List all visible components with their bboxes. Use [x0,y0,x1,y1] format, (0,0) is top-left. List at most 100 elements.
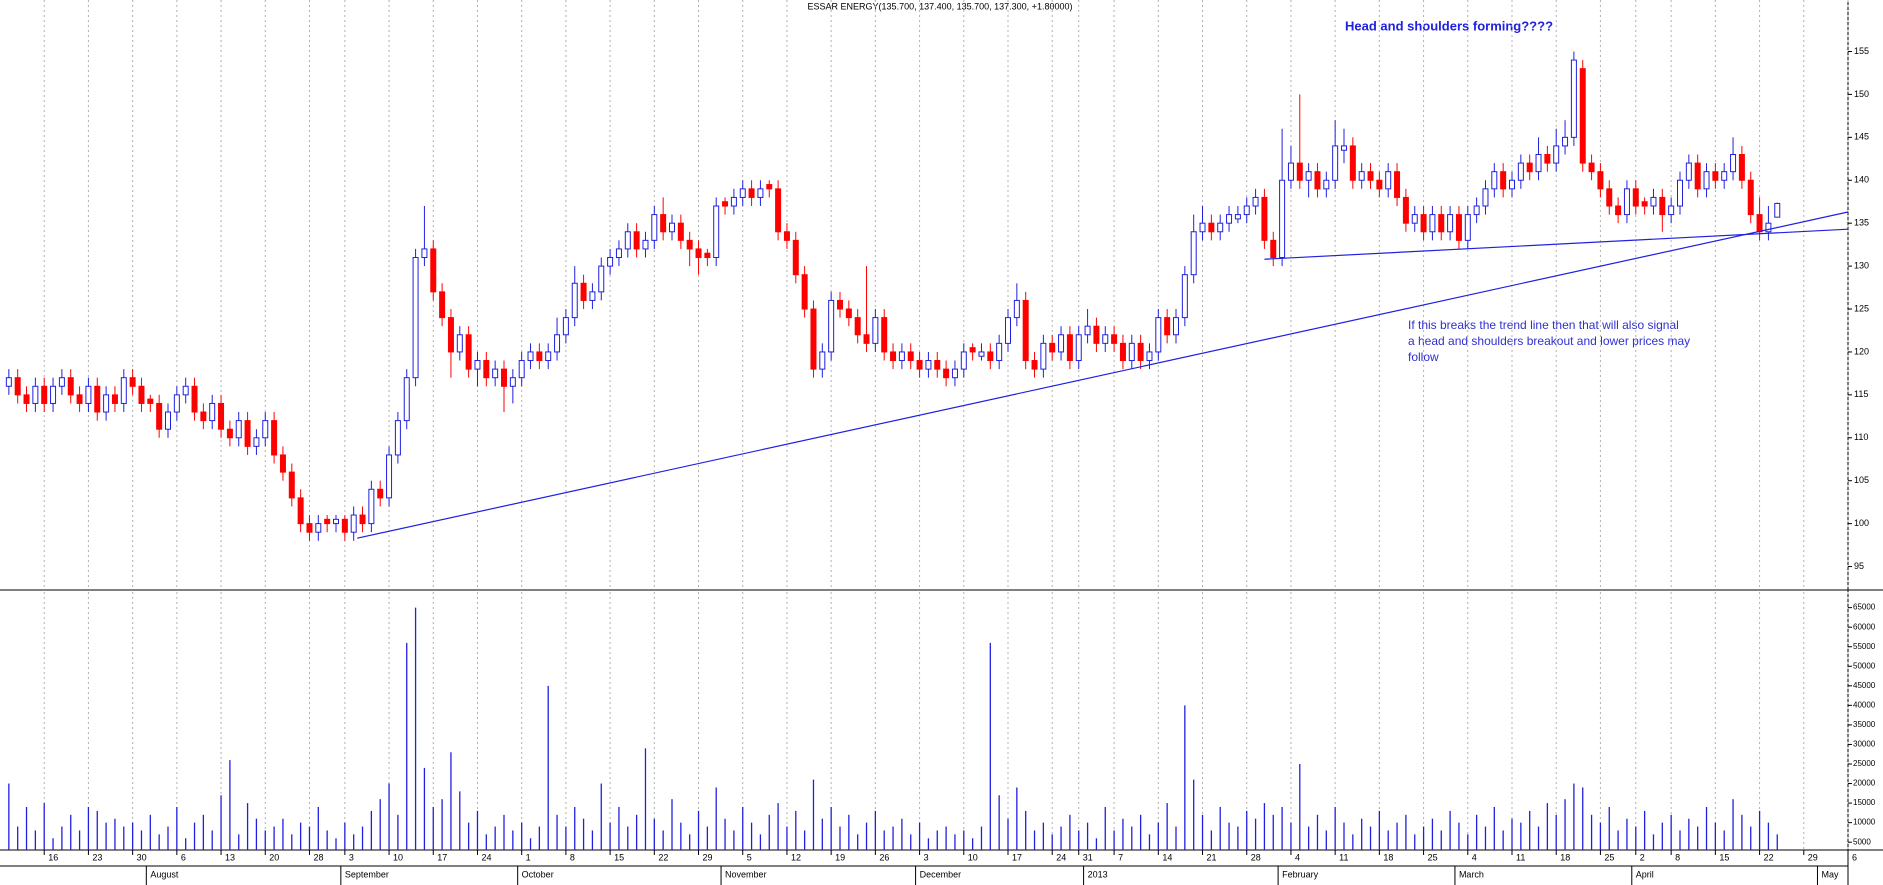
candle-body [1093,325,1100,344]
candle-body [262,420,269,439]
y-tick-label: 130 [1854,260,1869,270]
candle-body [1632,188,1639,207]
x-tick-label: 10 [968,852,978,862]
x-tick-label: 1 [526,852,531,862]
candle-body [14,377,21,396]
candle-body [235,420,242,439]
candle-body [960,351,967,370]
candle-body [1040,342,1047,370]
candle-body [111,394,118,404]
note-line: If this breaks the trend line then that … [1408,318,1679,332]
candle-body [1137,342,1144,362]
candle-body [607,257,614,267]
candle-body [554,334,561,353]
candle-body [1730,154,1737,173]
candle-body [492,368,499,379]
x-tick-label: 4 [1295,852,1300,862]
candle-body [1287,162,1294,181]
candle-body [120,377,127,404]
candle-body [271,420,278,456]
candle-body [1013,299,1020,319]
x-tick-label: 20 [269,852,279,862]
candle-body [165,411,171,430]
candle-body [598,265,605,293]
x-tick-label: 7 [1118,852,1123,862]
volume-tick-label: 60000 [1853,622,1876,631]
candle-body [819,351,826,370]
month-label: May [1821,869,1839,879]
x-tick-label: 23 [92,852,102,862]
candle-body [1473,205,1480,216]
volume-tick-label: 65000 [1853,603,1876,612]
y-tick-label: 110 [1854,432,1868,442]
candle-body [85,385,92,404]
candle-body [1243,205,1250,216]
candle-body [766,184,773,190]
month-label: September [345,869,389,879]
x-tick-label: 8 [1675,852,1680,862]
candle-body [483,360,490,379]
candle-body [41,385,48,404]
candle-body [1190,231,1197,276]
candle-body [713,205,720,259]
x-tick-label: 24 [481,852,491,862]
x-tick-label: 28 [1251,852,1261,862]
x-tick-label: 10 [393,852,403,862]
candle-body [863,334,870,344]
candle-body [1447,214,1454,233]
candle-body [1623,188,1630,216]
candle-body [1438,214,1445,233]
candle-body [1111,334,1118,344]
candle-body [1500,171,1507,190]
month-label: October [522,869,554,879]
candle-body [845,308,852,319]
candle-body [324,518,331,525]
candle-body [430,248,437,293]
candle-body [147,398,154,404]
candle-body [58,377,65,387]
candle-body [996,342,1003,362]
candle-body [660,214,667,233]
month-label: December [920,869,962,879]
candle-body [191,385,198,413]
candle-body [103,394,110,413]
candle-body [1579,68,1586,164]
candle-body [447,317,454,353]
volume-tick-label: 10000 [1853,818,1876,827]
candle-body [1314,171,1321,190]
candle-body [456,334,463,353]
x-tick-label: 15 [614,852,624,862]
candle-body [1376,179,1383,190]
candle-body [1358,171,1365,181]
candle-body [1526,162,1533,173]
month-label: August [150,869,179,879]
candle-body [350,514,357,533]
candle-body [828,299,835,353]
candle-body [1597,171,1604,190]
x-tick-label: 24 [1056,852,1066,862]
x-tick-label: 29 [703,852,713,862]
candle-body [571,282,578,319]
candle-body [306,523,313,533]
y-tick-label: 140 [1854,175,1869,185]
candle-body [1747,179,1754,216]
volume-tick-label: 50000 [1853,661,1876,670]
candle-body [642,239,649,250]
candle-body [1685,162,1692,181]
candle-body [651,214,658,241]
candle-body [297,497,304,525]
candle-body [244,420,251,447]
candle-body [1650,196,1657,207]
x-tick-label: 25 [1428,852,1438,862]
candle-body [1173,317,1179,336]
candle-body [722,201,729,207]
candle-body [1031,360,1038,370]
candle-body [1641,201,1648,207]
candle-body [801,274,808,310]
candle-body [1703,171,1710,190]
x-tick-label: 22 [1764,852,1774,862]
candle-body [1066,334,1073,362]
candle-body [1482,188,1489,207]
